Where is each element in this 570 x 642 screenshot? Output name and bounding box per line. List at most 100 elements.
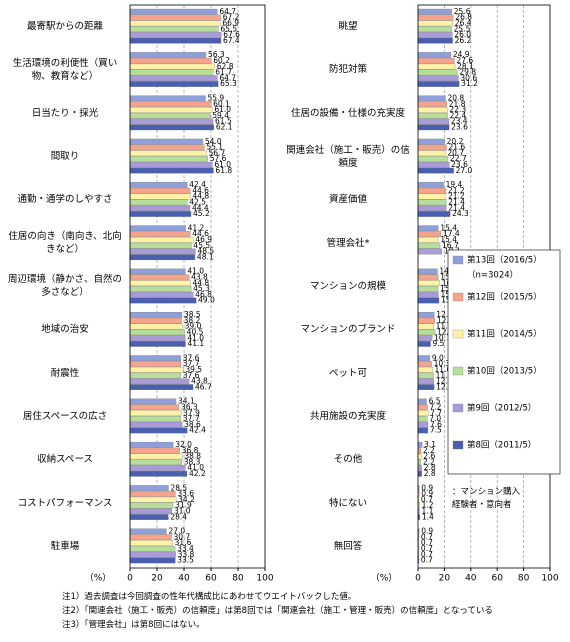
bar [417,274,439,281]
value-label: 27.0 [456,166,473,175]
value-label: 24.9 [453,50,470,59]
bar [129,335,186,341]
value-label: 42.4 [189,180,206,189]
bar [129,447,180,454]
bar [417,193,447,200]
value-label: 22.7 [450,154,467,163]
bar [129,199,188,206]
value-label: 43.8 [191,273,208,282]
value-label: 65.3 [220,79,237,88]
annotation: ：マンション購入 経験者・意向者 [452,487,521,510]
x-tick-label: 20 [439,574,451,584]
value-label: 33.5 [177,556,194,565]
bar [129,118,214,125]
bar [129,355,181,362]
value-label: 40.5 [187,327,204,336]
bar [417,416,428,422]
bar [129,57,212,64]
bar [417,378,434,385]
bar [417,280,440,286]
bar [129,26,219,32]
value-label: 20.8 [447,94,464,103]
bar [417,286,439,292]
bar [417,231,442,237]
x-tick-label: 0 [415,574,421,584]
bar [129,398,177,405]
value-label: 46.9 [195,235,212,244]
bar [417,81,460,87]
bar [129,63,215,70]
value-label: 23.4 [451,117,468,126]
value-label: 41.2 [188,223,205,232]
bar [129,459,182,466]
value-label: 61.0 [214,160,231,169]
value-label: 9.5 [433,339,445,348]
bar [417,57,455,64]
bar [417,470,422,477]
bar [129,231,191,237]
bar [417,312,435,318]
value-label: 49.0 [198,296,215,305]
value-label: 33.6 [177,489,194,498]
bar [129,107,213,113]
bar [417,427,429,434]
legend-box [447,249,561,475]
bar [129,470,188,477]
value-label: 44.6 [192,229,209,238]
bar [129,427,188,434]
category-label: ペット可 [328,367,367,379]
plot-frame [129,4,266,569]
category-label: コストパフォーマンス [17,497,113,509]
bar [129,69,214,76]
value-label: 46.7 [195,382,212,391]
bar [129,534,172,541]
legend-label: 第8回（2011/5） [467,440,536,451]
bar [417,447,422,454]
bar [417,404,428,411]
value-label: 48.1 [197,252,214,261]
x-tick-label: 40 [465,574,477,584]
value-label: 1.1 [421,506,433,515]
bar [129,502,174,509]
bar [129,528,167,535]
bar [417,14,454,21]
bar [129,545,176,552]
bar [417,361,432,367]
value-label: 22.4 [450,111,467,120]
value-label: 31.0 [174,506,191,515]
value-label: 62.1 [216,123,233,132]
value-label: 2.6 [423,452,435,461]
bar [129,384,194,391]
category-label: 収納スペース [37,454,93,466]
value-label: 16.7 [442,241,459,250]
value-label: 55.9 [207,94,224,103]
bar [129,248,196,255]
value-label: 11.8 [436,371,453,380]
bar [417,144,447,151]
value-label: 7.5 [430,426,442,435]
bar [417,384,435,391]
value-label: 61.8 [215,166,232,175]
legend-label: 第9回（2012/5） [467,403,536,414]
x-tick-label: 60 [205,574,217,584]
bar [417,323,434,330]
value-label: 23.6 [451,123,468,132]
bar [417,441,423,448]
value-label: 36.3 [181,402,198,411]
value-label: 37.7 [183,359,200,368]
value-label: 0.9 [421,489,433,498]
value-label: 43.8 [191,377,208,386]
bar [129,161,213,168]
bar [129,8,218,15]
value-label: 10.3 [434,359,451,368]
value-label: 12.0 [436,377,453,386]
value-label: 59.4 [212,111,229,120]
value-label: 0.7 [421,556,433,565]
value-label: 6.5 [429,397,441,406]
value-label: 21.8 [449,99,466,108]
bar [129,361,182,367]
bar [129,496,177,503]
x-tick-label: 40 [178,574,190,584]
legend-label: 第13回（2016/5） [467,255,542,266]
bar [129,124,214,131]
